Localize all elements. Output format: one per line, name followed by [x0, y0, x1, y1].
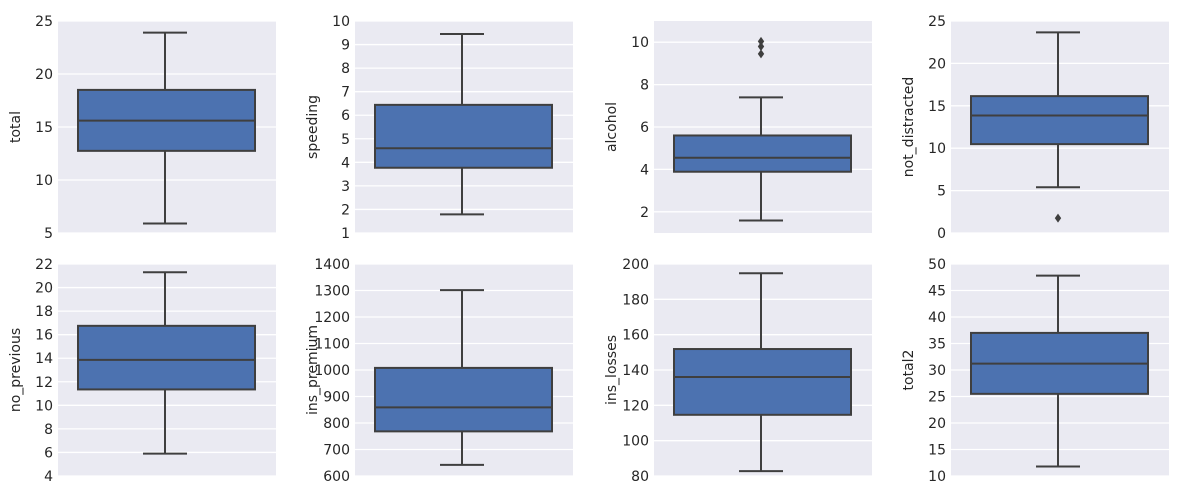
y-tick-label: 14 — [35, 351, 53, 367]
y-tick-label: 15 — [928, 443, 946, 459]
y-tick-label: 180 — [622, 292, 649, 308]
y-tick-label: 200 — [622, 257, 649, 273]
y-axis-label: alcohol — [604, 102, 620, 152]
iqr-box — [374, 366, 553, 433]
y-tick-label: 1400 — [314, 257, 350, 273]
boxplot-panel-8: 10 15 20 25 30 35 40 45 50 total2 — [901, 257, 1169, 485]
y-tick-label: 7 — [341, 85, 350, 101]
y-tick-label: 5 — [937, 184, 946, 200]
outlier-point — [757, 36, 765, 46]
y-axis-label: not_distracted — [901, 77, 917, 178]
y-axis-label: total2 — [901, 350, 917, 391]
y-tick-label: 10 — [928, 141, 946, 157]
y-tick-label: 100 — [622, 434, 649, 450]
iqr-box — [970, 95, 1149, 146]
y-tick-label: 8 — [640, 78, 649, 94]
y-tick-label: 6 — [341, 108, 350, 124]
boxplot-panel-6: 600 700 800 900 1000 1100 1200 1300 1400 ins_prem… — [305, 257, 573, 485]
y-tick-label: 2 — [640, 205, 649, 221]
y-tick-label: 10 — [35, 173, 53, 189]
y-tick-label: 5 — [341, 132, 350, 148]
y-tick-label: 1100 — [314, 337, 350, 353]
y-tick-label: 8 — [44, 422, 53, 438]
y-tick-label: 6 — [44, 445, 53, 461]
y-axis-label: no_previous — [8, 328, 24, 412]
y-tick-label: 120 — [622, 398, 649, 414]
y-tick-label: 10 — [35, 398, 53, 414]
y-tick-label: 20 — [928, 416, 946, 432]
y-tick-label: 10 — [928, 469, 946, 485]
y-tick-label: 600 — [323, 469, 350, 485]
y-tick-label: 20 — [928, 56, 946, 72]
y-tick-label: 30 — [928, 363, 946, 379]
y-axis-label: ins_losses — [604, 335, 620, 405]
y-tick-label: 1300 — [314, 284, 350, 300]
y-tick-label: 12 — [35, 375, 53, 391]
y-tick-label: 0 — [937, 226, 946, 242]
y-tick-label: 1 — [341, 226, 350, 242]
y-tick-label: 25 — [928, 390, 946, 406]
y-axis-label: total — [8, 111, 24, 143]
y-tick-label: 140 — [622, 363, 649, 379]
outlier-point — [757, 41, 765, 51]
y-tick-label: 18 — [35, 304, 53, 320]
iqr-box — [374, 103, 553, 169]
outlier-point — [757, 49, 765, 59]
boxplot-panel-5: 4 6 8 10 12 14 16 18 20 22 no_previous — [8, 257, 276, 485]
iqr-box — [77, 324, 256, 391]
y-tick-label: 10 — [332, 14, 350, 30]
y-tick-label: 5 — [44, 226, 53, 242]
boxplot-panel-1: 5 10 15 20 25 total — [8, 14, 276, 242]
y-tick-label: 35 — [928, 337, 946, 353]
y-tick-label: 80 — [631, 469, 649, 485]
y-tick-label: 25 — [35, 14, 53, 30]
boxplot-panel-3: 2 4 6 8 10 alcohol — [604, 21, 872, 233]
y-tick-label: 50 — [928, 257, 946, 273]
y-tick-label: 900 — [323, 390, 350, 406]
y-tick-label: 4 — [44, 469, 53, 485]
y-tick-label: 25 — [928, 14, 946, 30]
outlier-point — [1054, 213, 1062, 223]
y-tick-label: 3 — [341, 179, 350, 195]
y-tick-label: 1200 — [314, 310, 350, 326]
y-tick-label: 700 — [323, 443, 350, 459]
y-tick-label: 4 — [341, 155, 350, 171]
y-axis-label: ins_premium — [305, 325, 321, 415]
y-axis-label: speeding — [305, 95, 321, 159]
boxplot-panel-7: 80 100 120 140 160 180 200 ins_losses — [604, 257, 872, 485]
y-tick-label: 10 — [631, 35, 649, 51]
iqr-box — [673, 134, 852, 173]
y-tick-label: 20 — [35, 281, 53, 297]
y-tick-label: 4 — [640, 162, 649, 178]
y-tick-label: 800 — [323, 416, 350, 432]
y-tick-label: 6 — [640, 120, 649, 136]
y-tick-label: 22 — [35, 257, 53, 273]
y-tick-label: 16 — [35, 328, 53, 344]
y-tick-label: 160 — [622, 328, 649, 344]
y-tick-label: 2 — [341, 202, 350, 218]
y-tick-label: 45 — [928, 284, 946, 300]
y-tick-label: 20 — [35, 67, 53, 83]
iqr-box — [673, 348, 852, 416]
y-tick-label: 15 — [35, 120, 53, 136]
boxplot-panel-2: 1 2 3 4 5 6 7 8 9 10 speeding — [305, 14, 573, 242]
y-tick-label: 9 — [341, 38, 350, 54]
y-tick-label: 8 — [341, 61, 350, 77]
y-tick-label: 40 — [928, 310, 946, 326]
y-tick-label: 15 — [928, 99, 946, 115]
y-tick-label: 1000 — [314, 363, 350, 379]
boxplot-panel-4: 0 5 10 15 20 25 not_distracted — [901, 14, 1169, 242]
